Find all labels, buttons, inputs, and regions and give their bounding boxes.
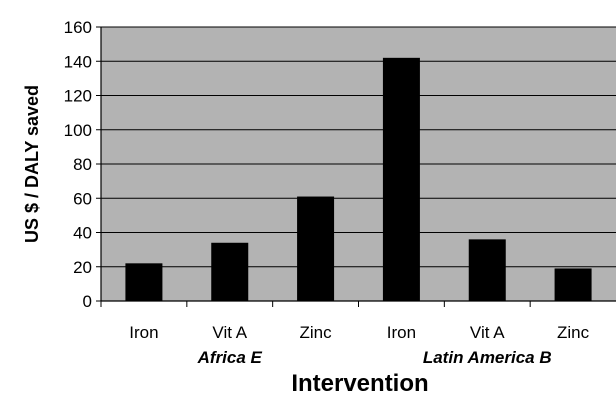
bar-1 [211, 242, 249, 301]
y-tick-label: 60 [73, 189, 92, 208]
bar-0 [125, 263, 163, 301]
y-tick-label: 80 [73, 155, 92, 174]
y-tick-labels: 0 20 40 60 80 100 120 140 160 [64, 18, 92, 311]
x-category-labels: Iron Vit A Zinc Iron Vit A Zinc [129, 323, 589, 342]
bars [100, 57, 592, 307]
y-tick-label: 100 [64, 121, 92, 140]
group-label: Africa E [197, 348, 263, 367]
group-labels: Africa E Latin America B [197, 348, 552, 367]
y-tick-label: 40 [73, 224, 92, 243]
y-tick-label: 140 [64, 52, 92, 71]
bar-2 [297, 196, 335, 301]
bar-3 [382, 57, 420, 302]
x-category-label: Iron [387, 323, 416, 342]
y-tick-label: 160 [64, 18, 92, 37]
y-tick-label: 20 [73, 258, 92, 277]
y-tick-label: 120 [64, 87, 92, 106]
x-category-label: Vit A [470, 323, 505, 342]
y-axis-label: US $ / DALY saved [22, 85, 42, 243]
x-category-label: Vit A [212, 323, 247, 342]
x-category-label: Zinc [300, 323, 333, 342]
group-label: Latin America B [423, 348, 552, 367]
bar-5 [554, 268, 592, 301]
bar-4 [468, 239, 506, 301]
gridlines [96, 26, 616, 302]
x-category-label: Iron [129, 323, 158, 342]
y-tick-label: 0 [83, 292, 92, 311]
x-category-label: Zinc [557, 323, 590, 342]
x-axis-label: Intervention [291, 370, 428, 395]
